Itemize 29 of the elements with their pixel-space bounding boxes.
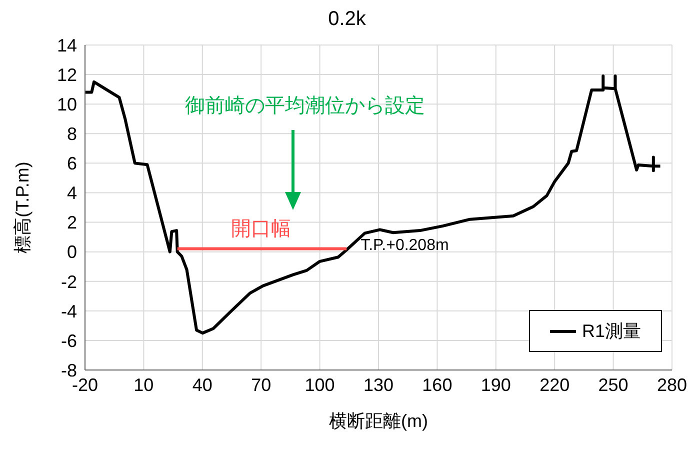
y-tick-label: 14 — [56, 35, 77, 56]
annotation: 御前崎の平均潮位から設定 — [185, 94, 425, 119]
y-tick-label: 6 — [66, 154, 77, 174]
x-axis-title: 横断距離(m) — [329, 411, 428, 431]
x-tick-label: 250 — [598, 374, 628, 395]
y-tick-label: 10 — [56, 94, 77, 114]
y-tick-label: 4 — [66, 183, 77, 204]
x-tick-label: 220 — [540, 374, 570, 395]
x-tick-label: 130 — [363, 374, 394, 395]
annotation: 開口幅 — [231, 216, 292, 242]
y-tick-label: 12 — [56, 64, 77, 85]
y-axis-title: 標高(T.P.m) — [12, 162, 32, 254]
chart-title: 0.2k — [327, 8, 367, 31]
x-tick-label: 70 — [251, 374, 272, 395]
y-tick-label: -4 — [60, 301, 77, 322]
x-tick-label: 100 — [304, 374, 335, 395]
annotation: T.P.+0.208m — [360, 236, 449, 255]
x-tick-label: 10 — [134, 374, 154, 395]
legend-label: R1測量 — [580, 320, 641, 343]
x-tick-label: 190 — [480, 374, 511, 395]
y-tick-label: 8 — [66, 124, 77, 144]
y-tick-label: -2 — [60, 272, 77, 292]
x-tick-label: 160 — [422, 374, 452, 395]
y-tick-label: -6 — [60, 330, 77, 351]
y-tick-label: 2 — [66, 212, 77, 233]
x-tick-label: 40 — [192, 374, 212, 395]
y-tick-label: -8 — [60, 360, 77, 380]
x-tick-label: 280 — [656, 374, 688, 395]
y-tick-label: 0 — [66, 242, 77, 262]
